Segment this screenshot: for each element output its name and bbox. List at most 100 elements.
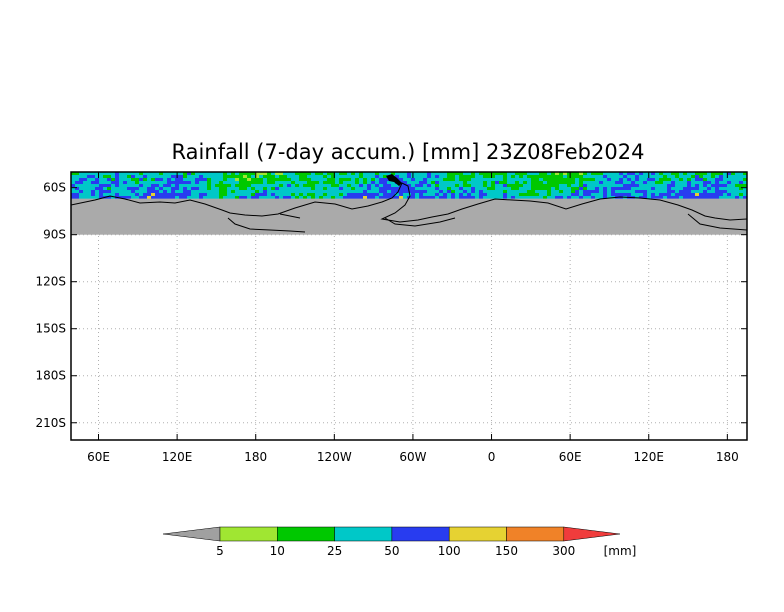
rain-cell — [307, 196, 311, 199]
rain-cell — [671, 181, 675, 184]
rain-cell — [479, 196, 483, 199]
rain-cell — [527, 172, 531, 175]
rain-cell — [487, 184, 491, 187]
rain-cell — [271, 175, 275, 178]
rain-cell — [379, 190, 383, 193]
rain-cell — [679, 172, 683, 175]
rain-cell — [315, 187, 319, 190]
rain-cell — [487, 187, 491, 190]
rain-cell — [179, 193, 183, 196]
rain-cell — [531, 178, 535, 181]
rain-cell — [487, 172, 491, 175]
rain-cell — [543, 193, 547, 196]
rain-cell — [371, 178, 375, 181]
rain-cell — [191, 187, 195, 190]
rain-cell — [491, 187, 495, 190]
rain-cell — [187, 178, 191, 181]
rain-cell — [279, 190, 283, 193]
rain-cell — [623, 184, 627, 187]
rain-cell — [387, 193, 391, 196]
rain-cell — [371, 181, 375, 184]
rain-cell — [91, 190, 95, 193]
rain-cell — [427, 175, 431, 178]
rain-cell — [155, 190, 159, 193]
rain-cell — [691, 172, 695, 175]
rain-cell — [555, 196, 559, 199]
rain-cell — [727, 181, 731, 184]
rain-cell — [299, 181, 303, 184]
rain-cell — [155, 196, 159, 199]
rain-cell — [615, 190, 619, 193]
rain-cell — [535, 175, 539, 178]
rain-cell — [151, 178, 155, 181]
rain-cell — [723, 184, 727, 187]
rain-cell — [151, 181, 155, 184]
rain-cell — [83, 172, 87, 175]
rain-cell — [623, 187, 627, 190]
rain-cell — [315, 196, 319, 199]
rain-cell — [603, 193, 607, 196]
rain-cell — [359, 184, 363, 187]
rain-cell — [283, 193, 287, 196]
rain-cell — [707, 196, 711, 199]
rain-cell — [159, 172, 163, 175]
rain-cell — [567, 193, 571, 196]
rain-cell — [703, 172, 707, 175]
rain-cell — [615, 175, 619, 178]
rain-cell — [239, 184, 243, 187]
rain-cell — [275, 193, 279, 196]
rain-cell — [143, 196, 147, 199]
rain-cell — [363, 193, 367, 196]
rain-cell — [611, 172, 615, 175]
rain-cell — [691, 190, 695, 193]
rain-cell — [179, 187, 183, 190]
rain-cell — [443, 172, 447, 175]
rain-cell — [463, 184, 467, 187]
rain-cell — [679, 184, 683, 187]
rain-cell — [703, 193, 707, 196]
rain-cell — [511, 184, 515, 187]
rain-cell — [743, 190, 747, 193]
rain-cell — [499, 184, 503, 187]
rain-cell — [631, 193, 635, 196]
rain-cell — [679, 175, 683, 178]
rain-cell — [171, 187, 175, 190]
rain-cell — [579, 175, 583, 178]
rain-cell — [619, 175, 623, 178]
rain-cell — [571, 187, 575, 190]
rain-cell — [379, 172, 383, 175]
rain-cell — [155, 187, 159, 190]
rain-cell — [275, 178, 279, 181]
rain-cell — [319, 187, 323, 190]
rain-cell — [383, 172, 387, 175]
rain-cell — [291, 184, 295, 187]
rain-cell — [223, 181, 227, 184]
rain-cell — [371, 190, 375, 193]
rain-cell — [315, 184, 319, 187]
rain-cell — [407, 193, 411, 196]
rain-cell — [715, 190, 719, 193]
rain-cell — [527, 181, 531, 184]
rain-cell — [567, 178, 571, 181]
rain-cell — [543, 175, 547, 178]
rain-cell — [343, 190, 347, 193]
antarctic-peninsula — [386, 174, 402, 186]
rain-cell — [639, 178, 643, 181]
rain-cell — [123, 184, 127, 187]
rain-cell — [739, 178, 743, 181]
rain-cell — [79, 190, 83, 193]
rain-cell — [475, 184, 479, 187]
rain-cell — [635, 193, 639, 196]
rain-cell — [227, 175, 231, 178]
rain-cell — [675, 187, 679, 190]
rain-cell — [735, 175, 739, 178]
rain-cell — [475, 193, 479, 196]
rain-cell — [555, 187, 559, 190]
rain-cell — [275, 187, 279, 190]
rain-cell — [75, 178, 79, 181]
rain-cell — [447, 172, 451, 175]
rain-cell — [219, 193, 223, 196]
rain-cell — [623, 190, 627, 193]
rain-cell — [579, 181, 583, 184]
